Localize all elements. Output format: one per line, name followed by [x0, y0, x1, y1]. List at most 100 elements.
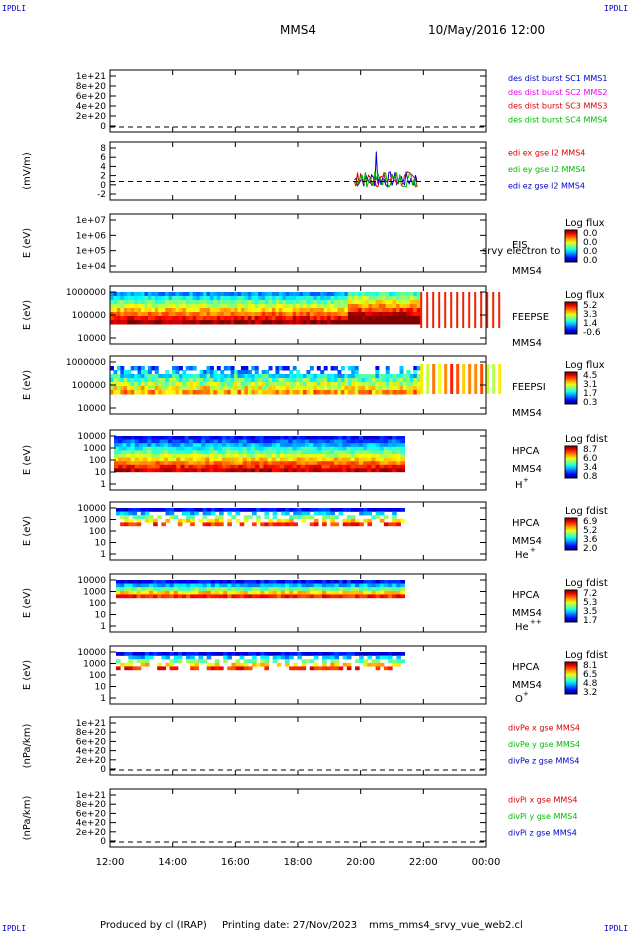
spectro-cell	[375, 374, 380, 379]
spectro-cell	[114, 468, 119, 473]
y-tick-label: 1e+06	[76, 231, 107, 241]
spectro-cell	[130, 312, 135, 317]
spectro-cell	[259, 468, 264, 473]
spectro-cell	[313, 390, 318, 395]
spectro-cell	[296, 316, 301, 321]
spectro-cell	[289, 308, 294, 313]
spectro-cell	[378, 390, 383, 395]
spectro-cell	[284, 443, 289, 447]
spectro-cell	[216, 382, 221, 387]
spectro-cell	[238, 457, 244, 462]
spectro-cell	[169, 587, 175, 591]
spectro-cell	[147, 292, 152, 297]
spectro-cell	[161, 390, 166, 395]
spectro-cell	[182, 382, 187, 387]
spectro-cell	[268, 382, 273, 387]
spectro-cell	[342, 446, 347, 451]
spectro-cell	[219, 511, 224, 516]
spectro-cell	[322, 580, 327, 584]
spectro-cell	[161, 378, 166, 383]
spectro-cell	[342, 580, 348, 584]
spectro-cell	[114, 461, 119, 465]
spectro-cell	[134, 366, 139, 371]
spectro-cell	[271, 454, 277, 458]
spectro-cell	[330, 511, 335, 516]
spectro-cell	[192, 468, 198, 473]
spectro-cell	[327, 316, 332, 321]
species-label: He	[515, 622, 529, 633]
spectro-cell	[317, 450, 323, 455]
spectro-cell	[239, 522, 245, 527]
spectro-cell	[413, 308, 418, 313]
spectro-cell	[141, 378, 145, 383]
spectro-cell	[383, 652, 389, 656]
spectro-cell	[239, 655, 245, 660]
spectro-cell	[209, 374, 214, 379]
spectro-cell	[387, 454, 393, 458]
spectro-cell	[271, 304, 276, 309]
spectro-cell	[379, 583, 385, 588]
panel-hpca-he	[109, 501, 578, 561]
spectro-cell	[358, 374, 363, 379]
spectro-cell	[378, 320, 383, 325]
spectro-cell	[371, 382, 376, 387]
spectro-cell	[244, 320, 249, 325]
colorbar-label: 0.0	[583, 256, 598, 266]
spectro-cell	[158, 308, 163, 313]
spectro-cell	[354, 446, 360, 451]
spectro-cell	[113, 316, 118, 321]
spectro-cell	[402, 378, 407, 383]
spectro-cell	[297, 511, 302, 516]
spectro-cell	[375, 590, 381, 595]
spectro-cell	[192, 386, 197, 391]
spectro-cell	[368, 296, 373, 301]
spectro-cell	[234, 378, 239, 383]
spectro-cell	[242, 436, 248, 440]
spectro-cell	[209, 292, 214, 297]
spectro-cell	[130, 316, 135, 321]
spectro-cell	[358, 320, 363, 325]
spectro-cell	[333, 439, 339, 444]
y-tick-label: 8	[100, 144, 106, 154]
spectro-cell	[355, 652, 360, 656]
spectro-cell	[158, 312, 163, 317]
spectro-cell	[346, 590, 352, 595]
y-tick-label: 4e+20	[76, 102, 107, 112]
spectro-cell	[153, 508, 158, 512]
spectro-cell	[358, 436, 364, 440]
spectro-cell	[110, 316, 114, 321]
instrument-label: HPCA	[512, 590, 540, 601]
spectro-cell	[148, 655, 154, 660]
spectro-cell	[363, 454, 368, 458]
spectro-cell	[379, 518, 385, 523]
spectro-cell	[361, 378, 366, 383]
spectro-cell	[116, 511, 121, 516]
spectro-cell	[120, 390, 125, 395]
spectro-cell	[240, 296, 245, 301]
spectro-cell	[288, 461, 293, 465]
spectro-cell	[258, 296, 263, 301]
spectro-cell	[261, 374, 266, 379]
spectro-cell	[317, 652, 323, 656]
spectro-cell	[237, 386, 242, 391]
spectro-cell	[379, 446, 385, 451]
spectro-cell	[322, 662, 327, 667]
spectro-cell	[256, 652, 261, 656]
spectro-cell	[292, 461, 298, 465]
spectro-cell	[392, 312, 397, 317]
spectro-cell	[371, 652, 377, 656]
spectro-cell	[147, 382, 152, 387]
spectro-cell	[389, 308, 394, 313]
spectro-cell	[265, 312, 270, 317]
spectro-cell	[396, 312, 401, 317]
y-tick-label: 4e+20	[76, 819, 107, 829]
spectro-cell	[400, 439, 406, 444]
spectro-cell	[256, 594, 261, 599]
spectro-cell	[251, 308, 256, 313]
spectro-cell	[258, 382, 263, 387]
spectro-cell	[389, 382, 394, 387]
spectro-cell	[206, 583, 212, 588]
spectro-cell	[258, 292, 263, 297]
spectro-cell	[165, 587, 171, 591]
spectro-cell	[176, 454, 181, 458]
